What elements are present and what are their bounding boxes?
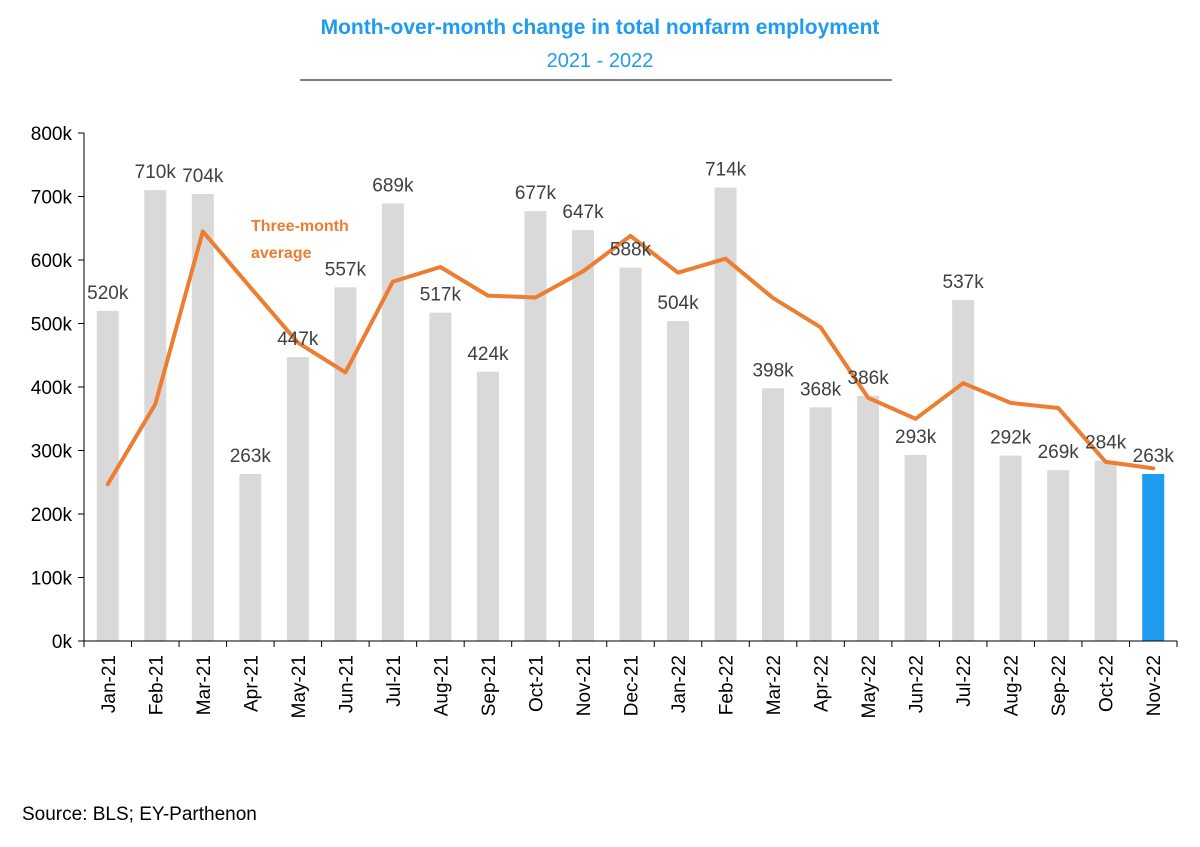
data-label: 269k — [1038, 442, 1080, 463]
x-tick-label: Jul-21 — [384, 655, 405, 707]
data-label: 537k — [943, 272, 985, 293]
bar-jan-21 — [96, 310, 119, 641]
three-month-average-line — [105, 229, 1156, 487]
bar-jul-21 — [381, 203, 404, 642]
data-label: 504k — [657, 293, 699, 314]
data-label: 263k — [230, 446, 272, 467]
chart-subtitle: 2021 - 2022 — [547, 50, 654, 72]
x-tick-label: Feb-22 — [717, 655, 738, 715]
x-tick-label: Aug-22 — [1002, 655, 1023, 716]
data-label: 677k — [515, 183, 557, 204]
x-tick-label: Jun-22 — [907, 655, 928, 713]
bar-dec-21 — [619, 267, 642, 641]
y-tick-label: 300k — [31, 442, 73, 463]
x-tick-label: Jul-22 — [954, 655, 975, 707]
data-label: 292k — [990, 428, 1032, 449]
x-tick-label: Mar-22 — [764, 655, 785, 715]
bar-sep-22 — [1047, 470, 1070, 641]
bar-may-22 — [857, 395, 880, 641]
data-label: 588k — [610, 240, 652, 261]
x-tick-label: May-21 — [289, 655, 310, 718]
x-tick-label: Jan-21 — [99, 655, 120, 713]
data-label: 284k — [1085, 433, 1127, 454]
data-label: 368k — [800, 379, 842, 400]
x-tick-label: May-22 — [859, 655, 880, 718]
data-labels: 520k 710k 704k 263k 447k 557k 689k 517k 424k 677k… — [87, 160, 1174, 467]
bar-nov-22 — [1142, 473, 1165, 641]
x-axis-ticks: Jan-21 Feb-21 Mar-21 Apr-21 May-21 Jun-21 Jul-… — [83, 641, 1178, 718]
x-tick-label: Jan-22 — [669, 655, 690, 713]
x-tick-label: Aug-21 — [431, 655, 452, 716]
bar-feb-21 — [144, 190, 167, 641]
y-tick-label: 500k — [31, 315, 73, 336]
bar-oct-21 — [524, 211, 547, 642]
x-tick-label: Mar-21 — [194, 655, 215, 715]
x-tick-label: Nov-21 — [574, 655, 595, 716]
x-tick-label: Sep-22 — [1049, 655, 1070, 716]
three-month-average-line-group — [105, 229, 1156, 487]
data-label: 447k — [277, 329, 319, 350]
data-label: 557k — [325, 259, 367, 280]
y-tick-label: 800k — [31, 124, 73, 145]
x-tick-label: Dec-21 — [622, 655, 643, 716]
annotation-line-2: average — [251, 245, 312, 262]
x-tick-label: Oct-21 — [526, 655, 547, 712]
x-tick-label: Apr-21 — [241, 655, 262, 712]
bar-aug-21 — [429, 312, 452, 641]
bar-jun-21 — [334, 287, 357, 641]
x-tick-label: Sep-21 — [479, 655, 500, 716]
data-label: 647k — [562, 202, 604, 223]
y-tick-label: 200k — [31, 505, 73, 526]
bar-may-21 — [286, 357, 309, 641]
bar-oct-22 — [1094, 460, 1117, 641]
y-tick-label: 0k — [52, 632, 73, 653]
bar-nov-21 — [571, 230, 594, 641]
y-tick-label: 600k — [31, 251, 73, 272]
data-label: 398k — [752, 360, 794, 381]
y-tick-label: 700k — [31, 188, 73, 209]
data-label: 704k — [182, 166, 224, 187]
data-label: 424k — [467, 344, 509, 365]
bar-jun-22 — [904, 454, 927, 641]
data-label: 517k — [420, 285, 462, 306]
bar-aug-22 — [999, 455, 1022, 641]
data-label: 293k — [895, 427, 937, 448]
source-note: Source: BLS; EY-Parthenon — [22, 804, 257, 825]
y-axis-ticks: 0k 100k 200k 300k 400k 500k 600k 700k 800k — [31, 124, 84, 653]
x-tick-label: Nov-22 — [1144, 655, 1165, 716]
data-label: 714k — [705, 160, 747, 181]
annotation-line-1: Three-month — [251, 218, 349, 235]
data-label: 710k — [135, 162, 177, 183]
bar-jul-22 — [952, 300, 975, 641]
bar-mar-22 — [762, 388, 785, 641]
data-label: 386k — [848, 368, 890, 389]
x-tick-label: Jun-21 — [336, 655, 357, 713]
x-tick-label: Apr-22 — [812, 655, 833, 712]
x-tick-label: Feb-21 — [146, 655, 167, 715]
bar-apr-22 — [809, 407, 832, 641]
data-label: 263k — [1133, 446, 1175, 467]
bar-mar-21 — [191, 193, 214, 641]
chart-title: Month-over-month change in total nonfarm… — [321, 16, 880, 39]
bars — [96, 187, 1165, 642]
y-tick-label: 100k — [31, 569, 73, 590]
data-label: 520k — [87, 283, 129, 304]
bar-apr-21 — [239, 473, 262, 641]
y-tick-label: 400k — [31, 378, 73, 399]
x-tick-label: Oct-22 — [1097, 655, 1118, 712]
bar-sep-21 — [476, 371, 499, 641]
data-label: 689k — [372, 175, 414, 196]
bar-feb-22 — [714, 187, 737, 642]
bar-jan-22 — [667, 320, 690, 641]
